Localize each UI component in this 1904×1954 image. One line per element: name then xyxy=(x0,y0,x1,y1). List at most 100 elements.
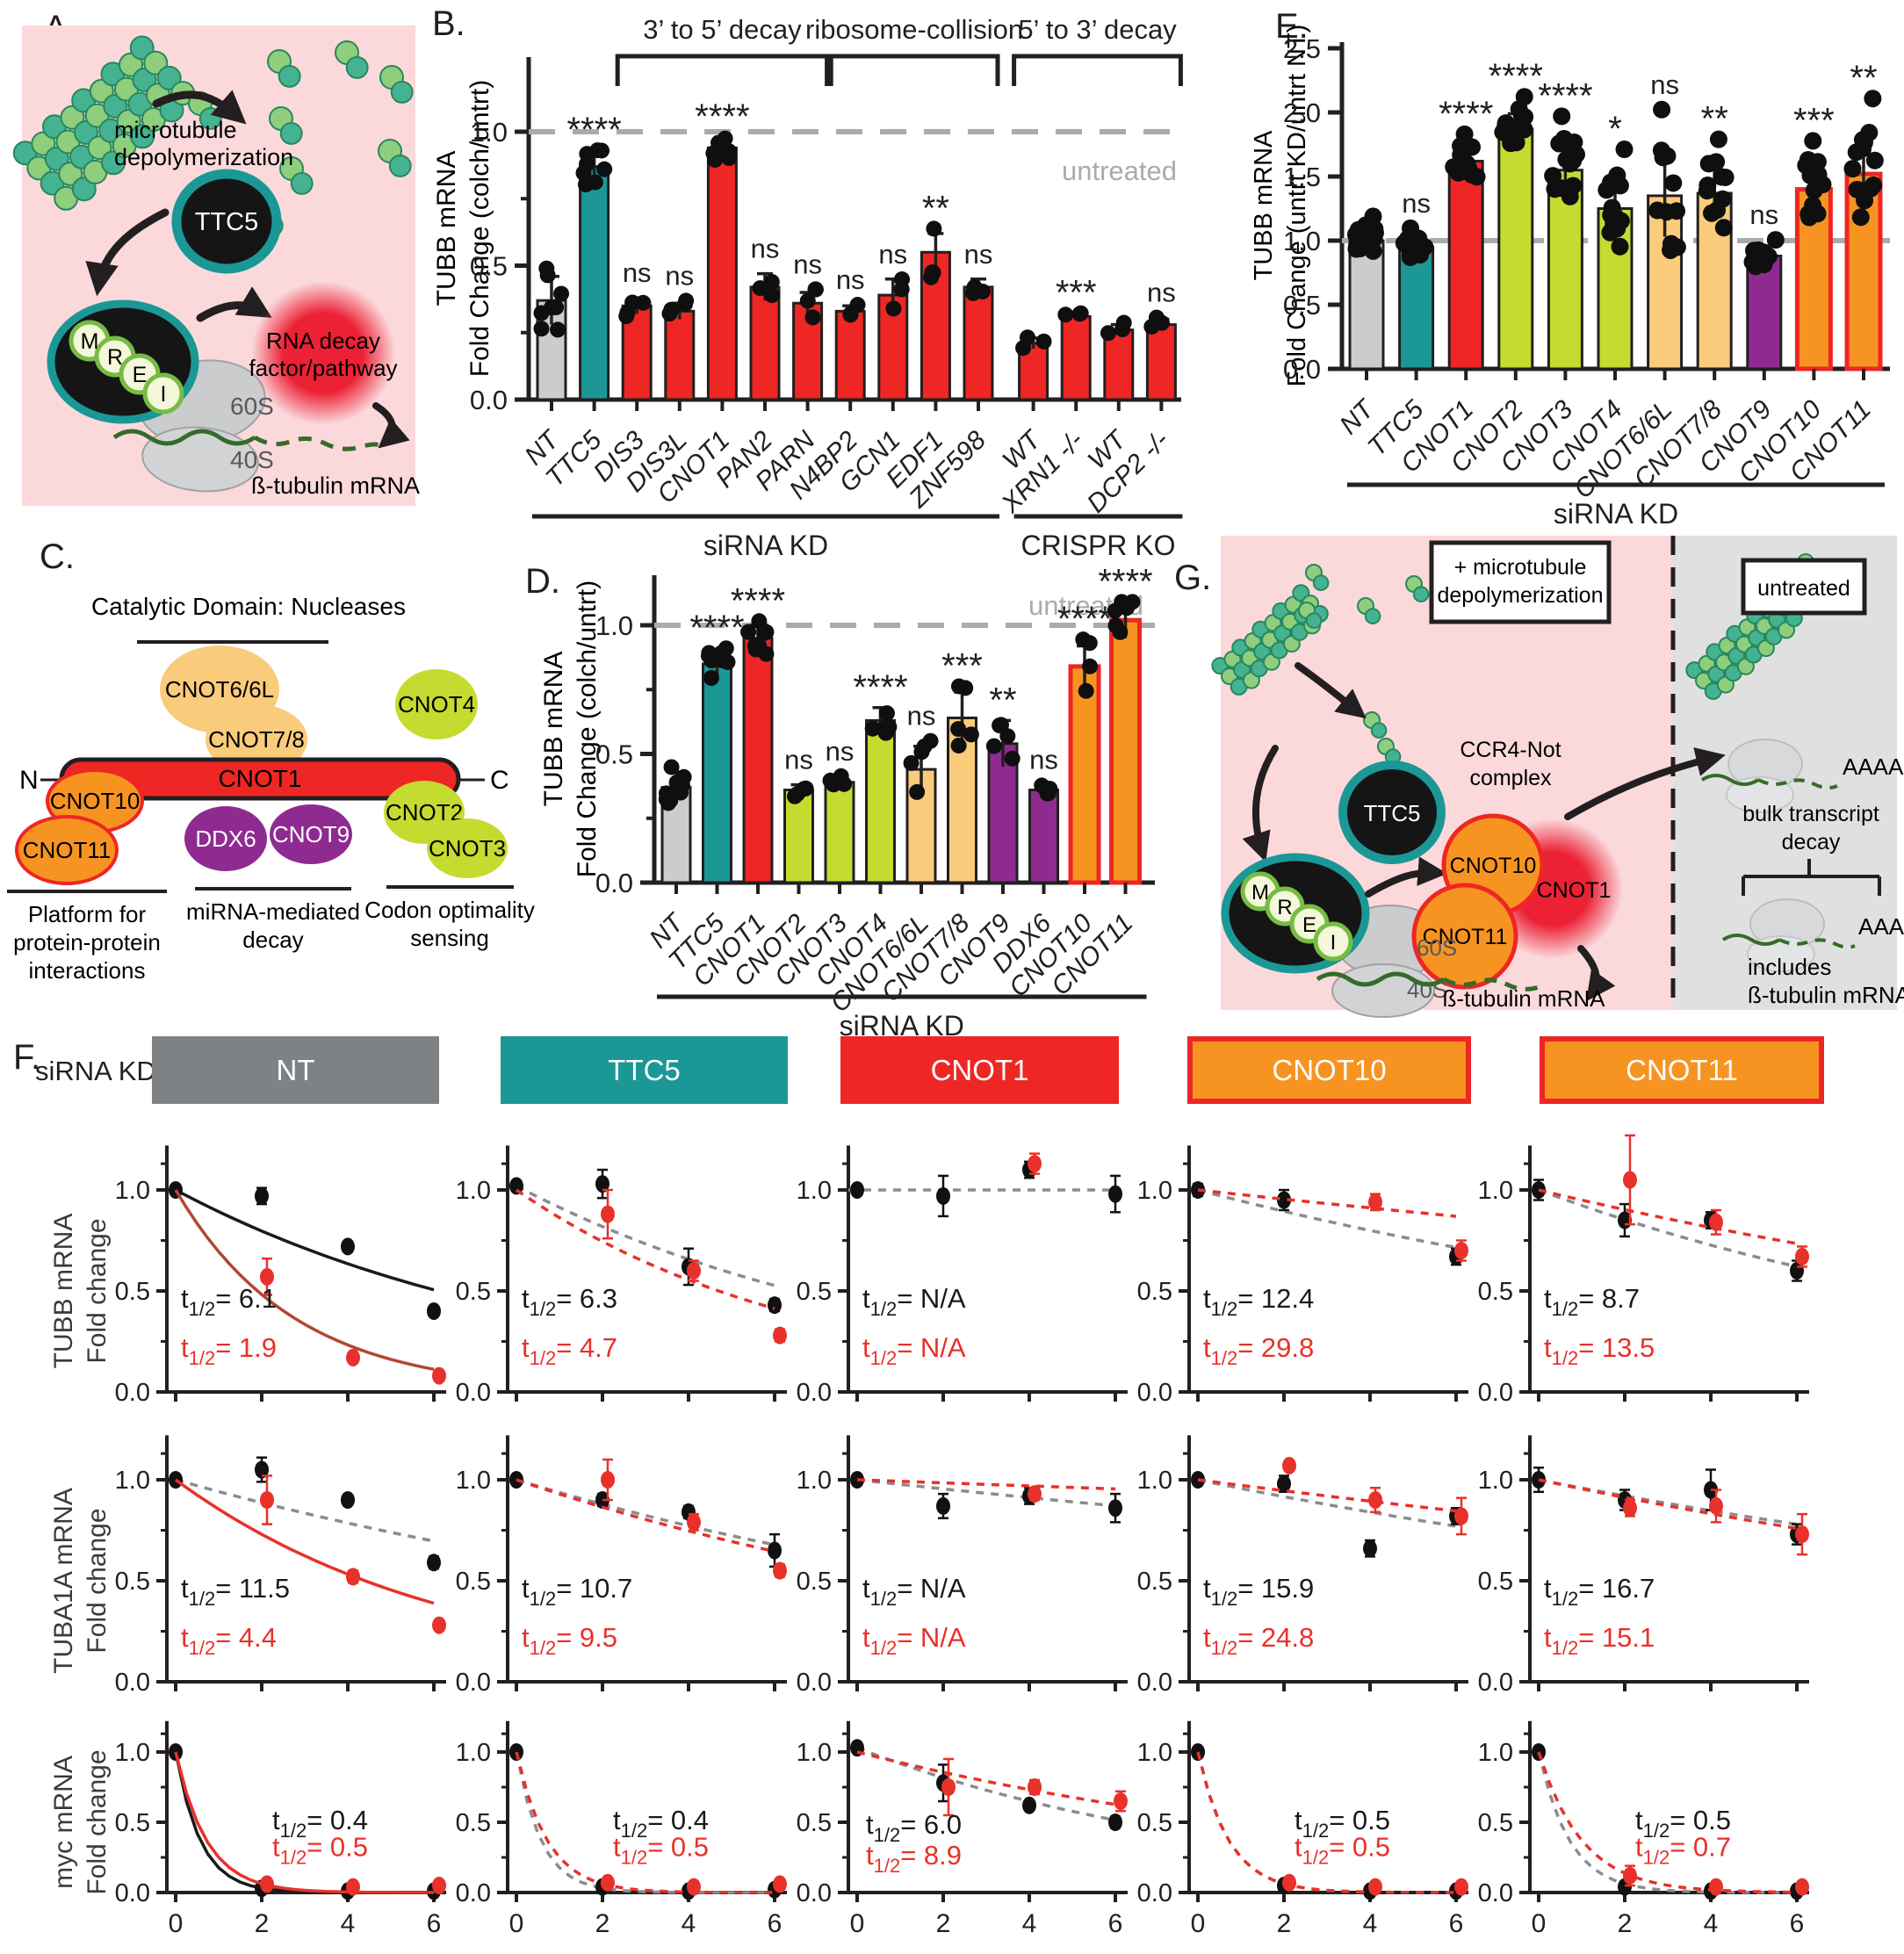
mrna-dashed-line xyxy=(253,435,388,451)
y-tick-label: 0.5 xyxy=(456,1278,491,1306)
fit-curve xyxy=(856,1478,1116,1491)
bracket-label: ribosome-collision xyxy=(805,14,1023,45)
y-tick-label: 0.5 xyxy=(595,739,633,770)
data-point-red xyxy=(773,1875,787,1893)
data-point-black xyxy=(427,1302,441,1320)
data-point xyxy=(1506,122,1525,141)
bar-CNOT9 xyxy=(1746,255,1783,371)
mrei-m-g: M xyxy=(1251,881,1269,905)
data-point xyxy=(700,647,717,664)
ttc5-oval xyxy=(171,169,282,274)
panel-d-ylabel-1: TUBB mRNA xyxy=(539,652,568,807)
y-tick-label: 1.0 xyxy=(1283,226,1321,256)
y-tick-label: 0.5 xyxy=(1478,1568,1513,1596)
btubulin-mrna-label: ß-tubulin mRNA xyxy=(251,472,420,499)
y-tick-label: 0.5 xyxy=(1478,1809,1513,1837)
x-tick-label: 0 xyxy=(1191,1909,1206,1938)
panel-a-diagram: microtubule depolymerization TTC5 M R E … xyxy=(12,25,420,506)
x-tick-label: 4 xyxy=(1363,1909,1378,1938)
fit-curve xyxy=(1197,1478,1457,1528)
panel-g-diagram: + microtubule depolymerization untreated… xyxy=(1211,536,1904,1018)
group-label: siRNA KD xyxy=(840,1010,964,1042)
fit-curve xyxy=(1538,1188,1798,1269)
x-label-DCP2 -/-: DCP2 -/- xyxy=(1082,426,1175,519)
data-point xyxy=(1716,168,1735,186)
data-point xyxy=(877,725,894,741)
data-point-red xyxy=(601,1873,615,1892)
y-tick-label: 1.0 xyxy=(115,1739,150,1767)
data-point xyxy=(894,271,911,288)
cnot4-label: CNOT4 xyxy=(398,691,475,717)
row-label: TUBA1A mRNA xyxy=(49,1488,78,1674)
y-tick-label: 1.0 xyxy=(1478,1467,1513,1495)
y-tick-label: 0.0 xyxy=(797,1669,832,1697)
sig-stars: **** xyxy=(1098,562,1152,601)
data-point-red xyxy=(941,1778,956,1796)
data-point xyxy=(924,264,941,281)
y-tick-label: 1.0 xyxy=(115,1177,150,1205)
data-point xyxy=(1860,124,1879,142)
data-point xyxy=(674,777,690,794)
cnot4-blob xyxy=(395,669,478,739)
y-tick-label: 1.0 xyxy=(115,1467,150,1495)
bulk-mrna-bottom-dashed xyxy=(1778,938,1856,949)
data-point xyxy=(1708,201,1727,220)
sig-stars: ** xyxy=(922,189,949,227)
fit-curve xyxy=(856,1750,1116,1806)
fit-curve xyxy=(1196,1751,1457,1894)
includes-label-1: includes xyxy=(1748,954,1831,980)
t-half-label: t1/2= 9.5 xyxy=(522,1622,617,1659)
platform-caption-3: interactions xyxy=(29,957,146,984)
mrei-m: M xyxy=(81,329,99,354)
bulk-mrna-top-dashed xyxy=(1757,778,1838,790)
data-point xyxy=(1078,682,1094,699)
panel-c-label: C. xyxy=(40,537,75,576)
bar-DDX6 xyxy=(1028,789,1059,884)
to-rna-decay-arrow xyxy=(196,286,272,322)
y-tick-label: 1.0 xyxy=(797,1739,832,1767)
data-point xyxy=(533,305,550,321)
data-point-red xyxy=(346,1568,360,1586)
t-half-label: t1/2= 0.4 xyxy=(613,1805,709,1842)
sig-ns: ns xyxy=(623,257,652,288)
bar-ZNF598 xyxy=(963,285,994,401)
cnot11-blob xyxy=(15,815,119,885)
data-point-black xyxy=(341,1491,355,1509)
y-tick-label: 1.0 xyxy=(1478,1177,1513,1205)
y-tick-label: 0.0 xyxy=(1478,1379,1513,1407)
x-tick-label: 4 xyxy=(1704,1909,1719,1938)
y-tick-label: 0.0 xyxy=(115,1879,150,1907)
data-point xyxy=(719,653,736,670)
data-point xyxy=(587,174,603,191)
rna-decay-label-2: factor/pathway xyxy=(249,355,397,381)
data-point xyxy=(1115,314,1132,331)
data-point xyxy=(594,142,610,159)
fit-curve xyxy=(174,1478,435,1605)
data-point xyxy=(1148,309,1165,326)
fit-curve xyxy=(515,1751,775,1894)
ribosome-60s-label: 60S xyxy=(230,393,274,420)
hrs-label: hrs xyxy=(968,1950,1005,1954)
rna-decay-circle xyxy=(251,281,395,425)
mrei-e-g: E xyxy=(1302,913,1316,937)
data-point-black xyxy=(341,1237,355,1256)
ttc5-to-mrei-arrow-g xyxy=(1242,745,1279,862)
ttc5-oval-g xyxy=(1338,761,1446,864)
t-half-label: t1/2= N/A xyxy=(862,1283,966,1320)
data-point xyxy=(764,287,781,304)
data-point-black xyxy=(1022,1796,1036,1814)
sig-ns: ns xyxy=(907,701,936,732)
depoly-arrow-g xyxy=(1295,662,1367,719)
data-point xyxy=(1662,234,1680,253)
bar-TTC5 xyxy=(579,165,610,401)
cnot11-label-g: CNOT11 xyxy=(1423,925,1508,949)
t-half-label: t1/2= 4.7 xyxy=(522,1332,617,1369)
polya-short-label: AAA xyxy=(1858,913,1904,940)
y-tick-label: 0.5 xyxy=(1478,1278,1513,1306)
bulk-label-1: bulk transcript xyxy=(1742,802,1879,826)
data-point-red xyxy=(1454,1878,1468,1896)
data-point xyxy=(966,278,983,295)
data-point xyxy=(579,146,595,162)
data-point xyxy=(1709,130,1727,148)
data-point xyxy=(963,726,979,743)
